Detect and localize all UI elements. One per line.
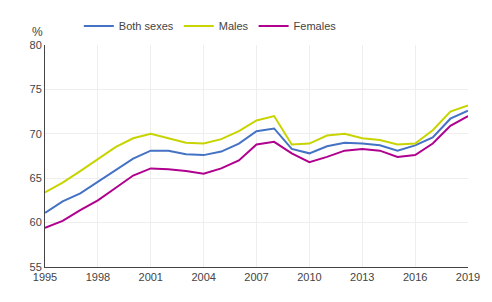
svg-text:2007: 2007	[244, 271, 268, 283]
svg-text:65: 65	[30, 172, 42, 184]
svg-text:1998: 1998	[86, 271, 110, 283]
svg-text:2001: 2001	[139, 271, 163, 283]
svg-text:2010: 2010	[297, 271, 321, 283]
svg-text:2004: 2004	[191, 271, 215, 283]
svg-text:2019: 2019	[456, 271, 480, 283]
svg-text:75: 75	[30, 83, 42, 95]
svg-text:2016: 2016	[403, 271, 427, 283]
svg-text:Both sexes: Both sexes	[119, 20, 174, 32]
svg-text:70: 70	[30, 128, 42, 140]
svg-text:2013: 2013	[350, 271, 374, 283]
svg-text:%: %	[32, 25, 43, 39]
svg-text:55: 55	[30, 261, 42, 273]
svg-text:Females: Females	[294, 20, 337, 32]
svg-text:Males: Males	[219, 20, 249, 32]
svg-text:1995: 1995	[33, 271, 57, 283]
svg-text:60: 60	[30, 216, 42, 228]
svg-text:80: 80	[30, 39, 42, 51]
